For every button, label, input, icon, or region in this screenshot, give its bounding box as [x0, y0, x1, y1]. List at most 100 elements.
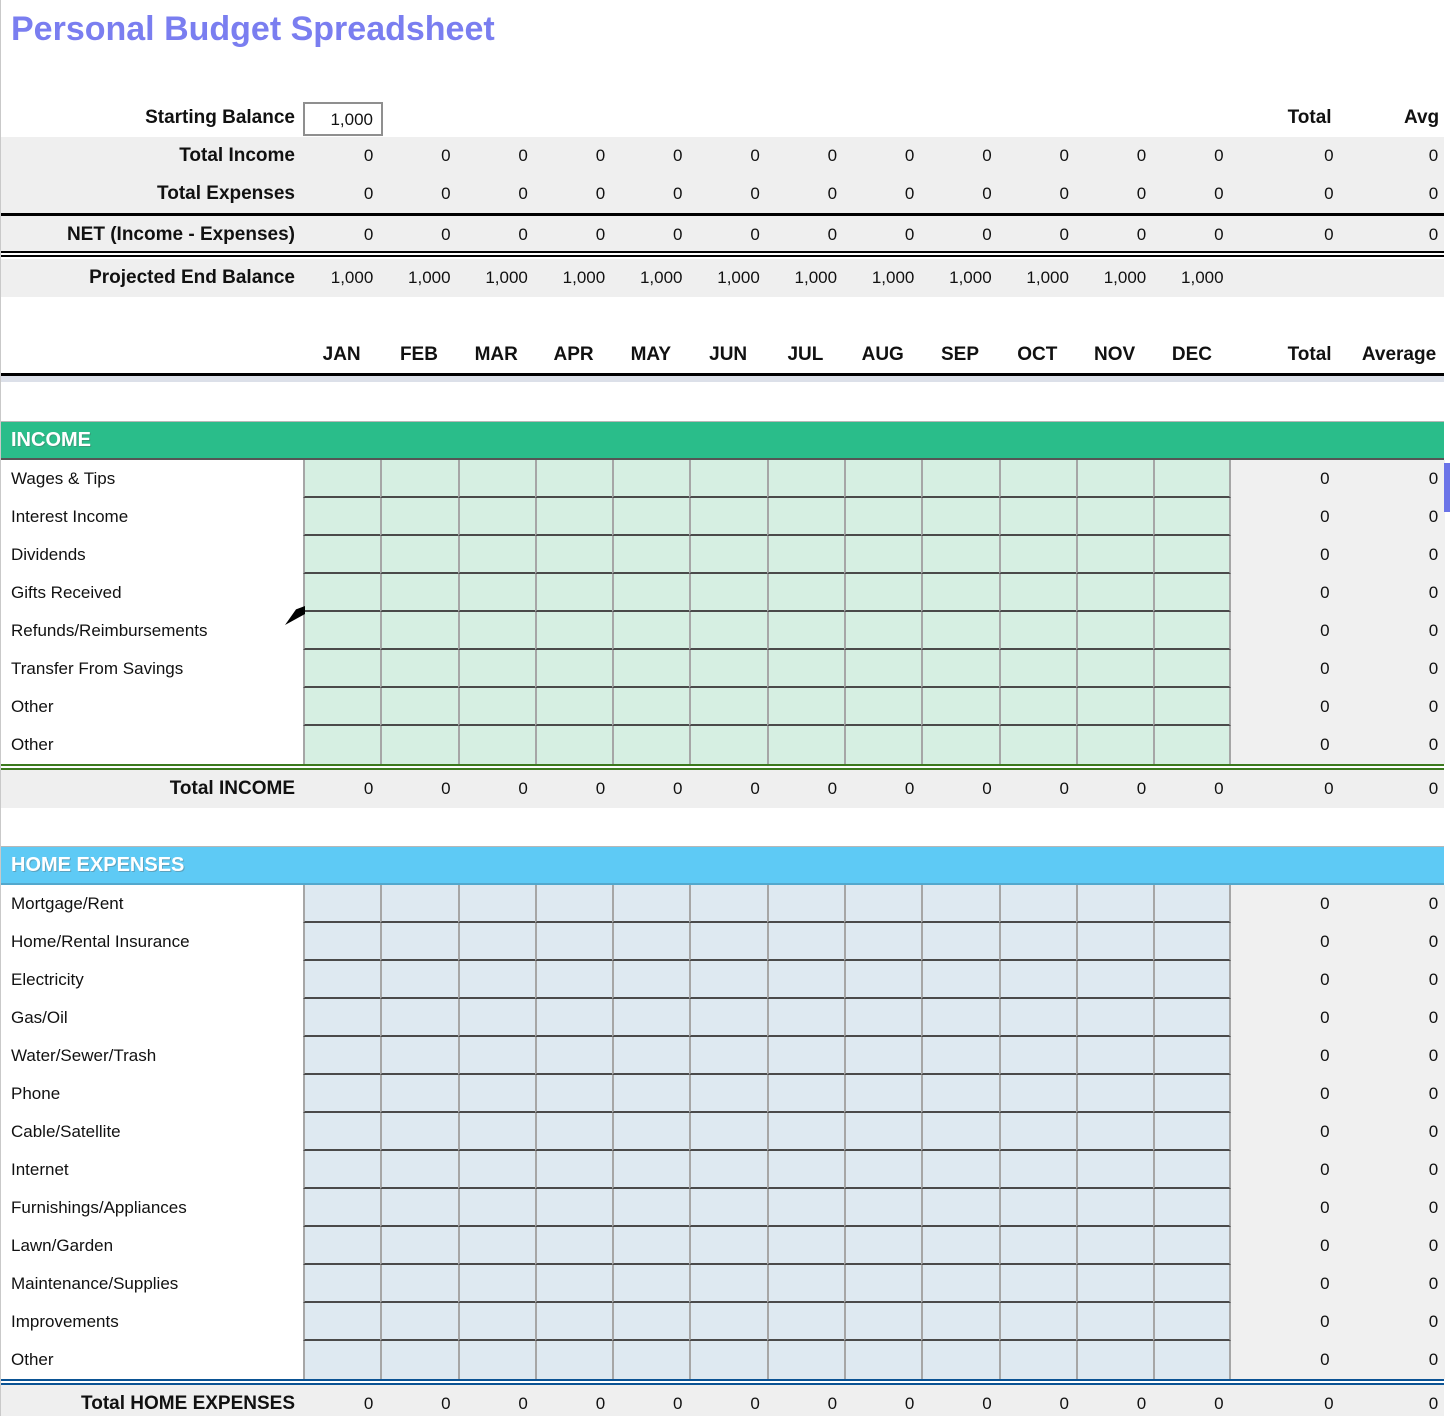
summary-total-value[interactable] — [1231, 259, 1341, 297]
row-label[interactable]: Other — [1, 1341, 303, 1379]
month-cell[interactable] — [380, 498, 458, 536]
month-cell[interactable] — [1075, 688, 1154, 726]
month-cell[interactable] — [921, 1227, 999, 1265]
row-label[interactable]: Maintenance/Supplies — [1, 1265, 303, 1303]
month-cell[interactable] — [844, 923, 922, 961]
summary-month-value[interactable]: 0 — [827, 225, 838, 244]
month-header-cell[interactable]: OCT — [1017, 344, 1058, 365]
row-label[interactable]: Furnishings/Appliances — [1, 1189, 303, 1227]
row-total-value[interactable]: 0 — [1230, 726, 1341, 764]
month-cell[interactable] — [689, 1151, 767, 1189]
section-header-bar[interactable]: HOME EXPENSES — [1, 846, 1444, 885]
month-cell[interactable] — [766, 498, 845, 536]
month-cell[interactable] — [689, 1113, 767, 1151]
month-cell[interactable] — [998, 1227, 1076, 1265]
month-cell[interactable] — [689, 923, 767, 961]
month-cell[interactable] — [766, 961, 845, 999]
month-cell[interactable] — [844, 999, 922, 1037]
month-cell[interactable] — [534, 1075, 613, 1113]
row-label[interactable]: Phone — [1, 1075, 303, 1113]
row-total-value[interactable]: 0 — [1230, 498, 1341, 536]
row-avg-value[interactable]: 0 — [1340, 923, 1446, 961]
month-cell[interactable] — [380, 1189, 458, 1227]
month-cell[interactable] — [303, 574, 381, 612]
month-cell[interactable] — [303, 1303, 381, 1341]
month-cell[interactable] — [534, 1189, 613, 1227]
month-cell[interactable] — [766, 650, 845, 688]
month-cell[interactable] — [1075, 574, 1154, 612]
section-total-month-value[interactable]: 0 — [904, 779, 915, 798]
month-cell[interactable] — [766, 1265, 845, 1303]
row-label[interactable]: Internet — [1, 1151, 303, 1189]
row-avg-value[interactable]: 0 — [1340, 726, 1446, 764]
month-cell[interactable] — [457, 650, 535, 688]
summary-month-value[interactable]: 0 — [904, 146, 915, 165]
month-cell[interactable] — [689, 650, 767, 688]
month-cell[interactable] — [998, 536, 1076, 574]
month-cell[interactable] — [380, 1341, 458, 1379]
row-avg-value[interactable]: 0 — [1340, 1341, 1446, 1379]
month-cell[interactable] — [998, 1341, 1076, 1379]
month-header-cell[interactable]: JUL — [787, 344, 824, 365]
month-cell[interactable] — [457, 726, 535, 764]
summary-month-value[interactable]: 1,000 — [485, 268, 528, 287]
month-cell[interactable] — [612, 1265, 690, 1303]
month-cell[interactable] — [380, 961, 458, 999]
month-cell[interactable] — [612, 1113, 690, 1151]
total-header-cell[interactable]: Total — [1287, 344, 1332, 365]
month-cell[interactable] — [380, 460, 458, 498]
month-cell[interactable] — [303, 1341, 381, 1379]
month-cell[interactable] — [457, 574, 535, 612]
summary-total-value[interactable]: 0 — [1324, 146, 1334, 165]
summary-month-value[interactable]: 0 — [982, 225, 992, 244]
row-label[interactable]: Refunds/Reimbursements — [1, 612, 303, 650]
summary-month-value[interactable]: 1,000 — [1181, 268, 1224, 287]
row-label[interactable]: Home/Rental Insurance — [1, 923, 303, 961]
summary-month-value[interactable]: 0 — [904, 225, 915, 244]
month-cell[interactable] — [921, 1341, 999, 1379]
row-avg-value[interactable]: 0 — [1340, 885, 1446, 923]
average-header-cell[interactable]: Average — [1361, 344, 1437, 365]
month-cell[interactable] — [534, 1037, 613, 1075]
month-cell[interactable] — [534, 1303, 613, 1341]
month-cell[interactable] — [921, 612, 999, 650]
month-cell[interactable] — [303, 1113, 381, 1151]
month-cell[interactable] — [612, 460, 690, 498]
month-cell[interactable] — [380, 1227, 458, 1265]
month-cell[interactable] — [998, 1265, 1076, 1303]
section-total-month-value[interactable]: 0 — [827, 1394, 838, 1413]
month-cell[interactable] — [380, 1075, 458, 1113]
month-cell[interactable] — [689, 726, 767, 764]
month-cell[interactable] — [998, 1151, 1076, 1189]
month-cell[interactable] — [612, 498, 690, 536]
month-cell[interactable] — [1075, 612, 1154, 650]
summary-month-value[interactable]: 1,000 — [1103, 268, 1147, 287]
row-avg-value[interactable]: 0 — [1340, 612, 1446, 650]
summary-month-value[interactable]: 0 — [1214, 225, 1224, 244]
month-cell[interactable] — [612, 999, 690, 1037]
month-cell[interactable] — [1153, 961, 1231, 999]
month-cell[interactable] — [457, 1265, 535, 1303]
month-cell[interactable] — [612, 574, 690, 612]
summary-month-value[interactable]: 0 — [673, 225, 683, 244]
section-total-month-value[interactable]: 0 — [441, 779, 451, 798]
row-avg-value[interactable]: 0 — [1340, 1227, 1446, 1265]
summary-month-value[interactable]: 0 — [1136, 184, 1147, 203]
section-total-month-value[interactable]: 0 — [595, 1394, 606, 1413]
month-cell[interactable] — [844, 650, 922, 688]
month-cell[interactable] — [766, 1151, 845, 1189]
row-label[interactable]: Improvements — [1, 1303, 303, 1341]
month-cell[interactable] — [1153, 1265, 1231, 1303]
row-avg-value[interactable]: 0 — [1340, 536, 1446, 574]
month-cell[interactable] — [380, 999, 458, 1037]
month-cell[interactable] — [380, 650, 458, 688]
month-cell[interactable] — [1153, 1189, 1231, 1227]
month-cell[interactable] — [921, 726, 999, 764]
month-cell[interactable] — [844, 1037, 922, 1075]
month-cell[interactable] — [1153, 1113, 1231, 1151]
month-header-cell[interactable]: MAY — [630, 344, 672, 365]
row-avg-value[interactable]: 0 — [1340, 1189, 1446, 1227]
month-cell[interactable] — [689, 1265, 767, 1303]
summary-month-value[interactable]: 0 — [1214, 146, 1224, 165]
summary-month-value[interactable]: 0 — [441, 146, 451, 165]
